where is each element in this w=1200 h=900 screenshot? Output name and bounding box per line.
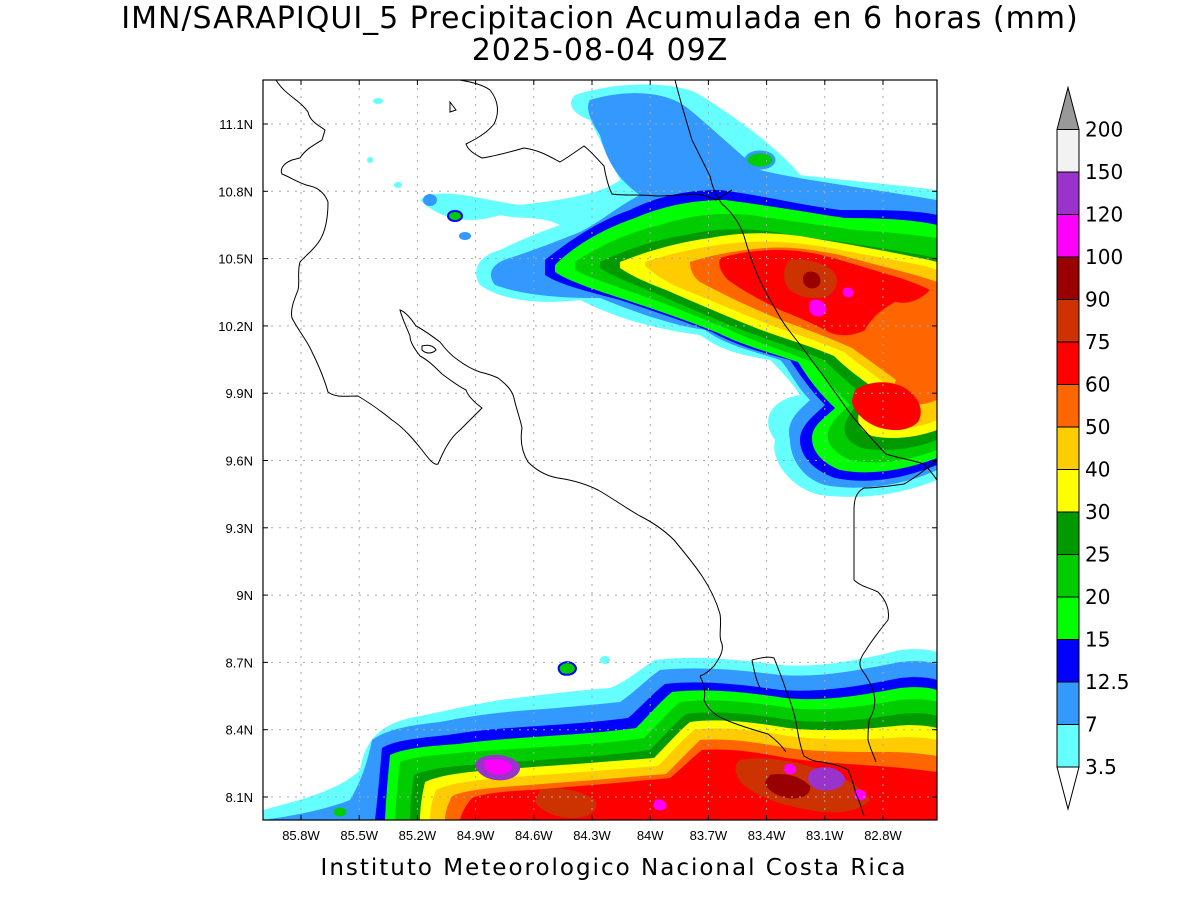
precip-band-north [420,84,937,497]
coastline [263,80,937,817]
lon-tick-label: 85.5W [340,828,378,843]
colorbar-arrow-top [1056,85,1080,130]
lon-tick-label: 84.6W [515,828,553,843]
chart-title: IMN/SARAPIQUI_5 Precipitacion Acumulada … [121,1,1079,36]
lat-tick-label: 10.5N [218,252,253,267]
colorbar-label: 75 [1085,330,1110,354]
colorbar-label: 120 [1085,203,1123,227]
lat-tick-label: 8.7N [226,655,253,670]
chart-subtitle: 2025-08-04 09Z [471,33,729,68]
colorbar-swatch [1056,129,1080,173]
lat-tick-label: 9.3N [226,521,253,536]
colorbar-label: 20 [1085,585,1110,609]
colorbar-swatch [1056,469,1080,513]
colorbar-swatch [1056,341,1080,385]
lon-tick-label: 84.9W [457,828,495,843]
lat-tick-label: 8.4N [226,723,253,738]
colorbar-swatch [1056,554,1080,598]
lon-tick-label: 84W [637,828,664,843]
precip-scattered-cells [330,98,776,820]
colorbar-swatch [1056,681,1080,725]
lat-tick-label: 10.2N [218,319,253,334]
colorbar-legend: 3.5 7 12.5 15 20 25 30 40 50 60 75 90 100 120 150 200 [1056,85,1130,811]
lon-tick-label: 85.2W [399,828,437,843]
colorbar-arrow-bottom [1056,766,1080,811]
colorbar-label: 50 [1085,415,1110,439]
colorbar-label: 25 [1085,543,1110,567]
lon-tick-label: 85.8W [282,828,320,843]
lat-tick-label: 9.6N [226,454,253,469]
colorbar-swatch [1056,214,1080,258]
lon-tick-label: 83.7W [690,828,728,843]
colorbar-swatch [1056,426,1080,470]
lat-tick-label: 9N [236,588,253,603]
colorbar-swatch [1056,596,1080,640]
latitude-axis: 11.1N 10.8N 10.5N 10.2N 9.9N 9.6N 9.3N 9N 8.7N 8.… [218,117,937,805]
colorbar-label: 3.5 [1085,755,1117,779]
colorbar-swatch [1056,511,1080,555]
precipitation-field [263,84,937,820]
lat-tick-label: 9.9N [226,386,253,401]
colorbar-swatch [1056,256,1080,300]
colorbar-swatch [1056,299,1080,343]
map-gridlines [263,80,937,820]
lat-tick-label: 10.8N [218,184,253,199]
colorbar-swatch [1056,171,1080,215]
lon-tick-label: 84.3W [573,828,611,843]
colorbar-swatch [1056,724,1080,768]
credit-text: Instituto Meteorologico Nacional Costa R… [320,855,908,881]
colorbar-label: 40 [1085,458,1110,482]
colorbar-label: 90 [1085,288,1110,312]
colorbar-label: 150 [1085,160,1123,184]
colorbar-label: 12.5 [1085,670,1130,694]
colorbar-label: 100 [1085,245,1123,269]
map-border [262,79,938,821]
colorbar-swatch [1056,639,1080,683]
colorbar-swatch [1056,384,1080,428]
lon-tick-label: 83.4W [748,828,786,843]
longitude-axis: 85.8W 85.5W 85.2W 84.9W 84.6W 84.3W 84W 83.7W 83… [282,80,903,843]
colorbar-top-label: 200 [1085,118,1123,142]
lon-tick-label: 83.1W [806,828,844,843]
colorbar-label: 7 [1085,713,1098,737]
precip-band-south [263,649,937,820]
lat-tick-label: 8.1N [226,790,253,805]
colorbar-label: 30 [1085,500,1110,524]
lon-tick-label: 82.8W [864,828,902,843]
colorbar-label: 60 [1085,373,1110,397]
colorbar-label: 15 [1085,628,1110,652]
lat-tick-label: 11.1N [219,117,253,132]
